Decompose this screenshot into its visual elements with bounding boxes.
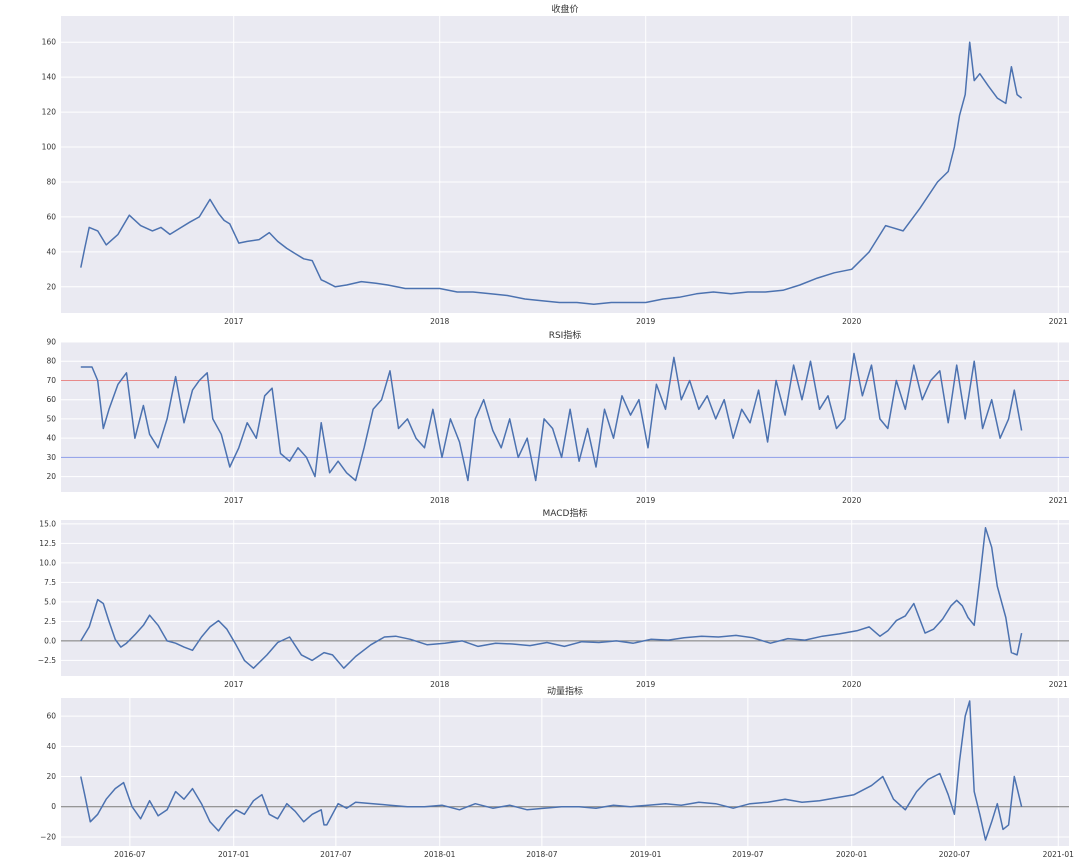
y-tick-label: 20 bbox=[46, 282, 56, 291]
y-tick-label: 60 bbox=[46, 395, 56, 404]
y-tick-label: 40 bbox=[46, 434, 56, 443]
x-tick-label: 2018-01 bbox=[424, 850, 456, 859]
chart-title: RSI指标 bbox=[549, 329, 582, 341]
chart-title: 动量指标 bbox=[547, 685, 583, 697]
plot-background bbox=[61, 16, 1069, 313]
y-tick-label: 2.5 bbox=[44, 617, 56, 626]
x-tick-label: 2016-07 bbox=[114, 850, 146, 859]
y-tick-label: −2.5 bbox=[38, 656, 56, 665]
x-tick-label: 2017 bbox=[224, 680, 243, 689]
panel-3: MACD指标 2017 2018 2019 2020 2021 −2.5 0.0 2.5 5.0 7… bbox=[38, 507, 1069, 689]
x-tick-label: 2019 bbox=[636, 317, 655, 326]
y-tick-label: 120 bbox=[42, 108, 57, 117]
y-tick-label: 10.0 bbox=[39, 558, 56, 567]
y-tick-label: 12.5 bbox=[39, 539, 56, 548]
y-tick-label: 90 bbox=[46, 338, 56, 347]
x-tick-label: 2017-07 bbox=[320, 850, 352, 859]
y-tick-label: 160 bbox=[42, 38, 57, 47]
series-line bbox=[80, 527, 1023, 669]
x-tick-label: 2017 bbox=[224, 496, 243, 505]
y-tick-label: 50 bbox=[46, 414, 56, 423]
plot-background bbox=[61, 698, 1069, 846]
y-tick-label: 70 bbox=[46, 376, 56, 385]
x-tick-label: 2021-01 bbox=[1043, 850, 1075, 859]
x-tick-label: 2019 bbox=[636, 496, 655, 505]
x-tick-label: 2021 bbox=[1049, 317, 1068, 326]
panel-2: RSI指标 2017 2018 2019 2020 2021 20 30 40 50 60 70 80 9… bbox=[46, 329, 1069, 505]
series-line bbox=[80, 41, 1023, 306]
chart-title: MACD指标 bbox=[543, 507, 588, 519]
x-tick-label: 2020-01 bbox=[836, 850, 868, 859]
y-tick-label: 140 bbox=[42, 73, 57, 82]
y-tick-label: 80 bbox=[46, 177, 56, 186]
x-tick-label: 2018-07 bbox=[526, 850, 558, 859]
y-tick-label: 100 bbox=[42, 143, 57, 152]
x-tick-label: 2018 bbox=[430, 680, 449, 689]
x-tick-label: 2020 bbox=[842, 680, 861, 689]
y-tick-label: 0 bbox=[51, 802, 56, 811]
y-tick-label: 7.5 bbox=[44, 578, 56, 587]
y-tick-label: 20 bbox=[46, 472, 56, 481]
x-tick-label: 2020 bbox=[842, 317, 861, 326]
y-tick-label: 40 bbox=[46, 742, 56, 751]
x-tick-label: 2019 bbox=[636, 680, 655, 689]
y-tick-label: 80 bbox=[46, 357, 56, 366]
x-tick-label: 2017 bbox=[224, 317, 243, 326]
y-tick-label: 60 bbox=[46, 212, 56, 221]
x-tick-label: 2017-01 bbox=[218, 850, 250, 859]
x-tick-label: 2021 bbox=[1049, 496, 1068, 505]
panel-1: 收盘价 2017 2018 2019 2020 2021 20 40 60 80 100 120 140… bbox=[42, 3, 1069, 326]
chart-title: 收盘价 bbox=[551, 3, 578, 15]
panel-4: 动量指标 2016-07 2017-01 2017-07 2018-01 2018-07 2… bbox=[40, 685, 1074, 859]
plot-background bbox=[61, 520, 1069, 676]
y-tick-label: 40 bbox=[46, 247, 56, 256]
y-tick-label: 0.0 bbox=[44, 636, 56, 645]
x-tick-label: 2021 bbox=[1049, 680, 1068, 689]
x-tick-label: 2018 bbox=[430, 317, 449, 326]
series-line bbox=[80, 700, 1023, 841]
series-line bbox=[80, 352, 1023, 482]
y-tick-label: 20 bbox=[46, 772, 56, 781]
y-tick-label: −20 bbox=[40, 832, 56, 841]
y-tick-label: 30 bbox=[46, 453, 56, 462]
x-tick-label: 2019-01 bbox=[630, 850, 662, 859]
y-tick-label: 15.0 bbox=[39, 519, 56, 528]
x-tick-label: 2020 bbox=[842, 496, 861, 505]
plot-background bbox=[61, 342, 1069, 492]
x-tick-label: 2019-07 bbox=[732, 850, 764, 859]
x-tick-label: 2018 bbox=[430, 496, 449, 505]
y-tick-label: 60 bbox=[46, 712, 56, 721]
x-tick-label: 2020-07 bbox=[939, 850, 971, 859]
y-tick-label: 5.0 bbox=[44, 597, 56, 606]
